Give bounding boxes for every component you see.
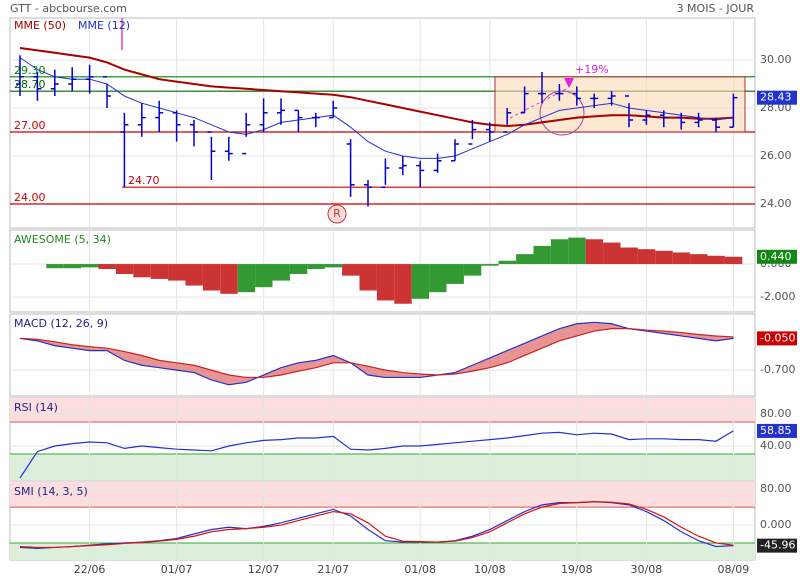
- y-tick-label: -2.000: [760, 290, 795, 303]
- bar: [481, 264, 499, 266]
- bar: [376, 264, 395, 301]
- annotation: R: [333, 207, 341, 220]
- bar: [603, 242, 621, 265]
- bar: [359, 264, 377, 291]
- bar: [516, 254, 534, 265]
- legend-entry: MME (12): [78, 19, 130, 32]
- bar: [655, 250, 673, 265]
- y-tick-label: 30.00: [760, 53, 792, 66]
- page-title: GTT - abcbourse.com: [10, 2, 127, 15]
- bar: [707, 255, 725, 265]
- pattern-circle: [539, 90, 585, 136]
- last-value-label: -45.96: [760, 539, 795, 552]
- bar: [307, 264, 325, 270]
- bar: [498, 260, 517, 265]
- ma-line: [19, 57, 734, 159]
- macd-fill: [20, 322, 734, 385]
- bar: [150, 264, 169, 279]
- level-label: 29.30: [14, 64, 46, 77]
- last-value-label: 28.43: [760, 91, 792, 104]
- signal-circle: [327, 204, 347, 224]
- last-value-label: -0.050: [760, 331, 795, 344]
- bar: [446, 264, 464, 284]
- x-tick-label: 01/07: [161, 563, 193, 576]
- bar: [63, 264, 82, 269]
- bar: [289, 264, 308, 274]
- target-arrow: [564, 78, 574, 88]
- bar: [690, 254, 708, 265]
- bar: [394, 264, 412, 304]
- bar: [46, 264, 64, 269]
- y-tick-label: 26.00: [760, 149, 792, 162]
- last-value-box: [757, 249, 797, 264]
- x-tick-label: 10/08: [474, 563, 506, 576]
- overbought-zone: [10, 398, 755, 422]
- y-tick-label: 0.000: [760, 518, 792, 531]
- bar: [585, 239, 604, 265]
- indicator-line: [19, 328, 734, 379]
- bar: [168, 264, 186, 281]
- x-tick-label: 12/07: [248, 563, 280, 576]
- bar: [202, 264, 221, 291]
- last-value-label: 58.85: [760, 424, 792, 437]
- bar: [81, 264, 99, 268]
- bar: [550, 239, 569, 265]
- oversold-zone: [10, 542, 755, 560]
- bar: [342, 264, 360, 276]
- y-tick-label: 80.00: [760, 482, 792, 495]
- panel-title: SMI (14, 3, 5): [14, 485, 88, 498]
- bar: [568, 237, 586, 265]
- bar: [324, 264, 343, 268]
- panel-title: RSI (14): [14, 401, 58, 414]
- bar: [98, 264, 116, 270]
- bar: [463, 264, 482, 276]
- bar: [672, 252, 691, 265]
- bar: [620, 247, 638, 265]
- level-label: 24.70: [128, 174, 160, 187]
- overbought-zone: [10, 482, 755, 508]
- x-tick-label: 01/08: [404, 563, 436, 576]
- period: 3 MOIS - JOUR: [677, 2, 755, 15]
- bar: [115, 264, 134, 274]
- indicator-line: [19, 501, 734, 549]
- annotation: +19%: [575, 63, 609, 76]
- bar: [220, 264, 238, 294]
- bar: [429, 264, 447, 293]
- y-tick-label: -0.700: [760, 363, 795, 376]
- level-label: 24.00: [14, 191, 46, 204]
- bar: [272, 264, 290, 281]
- indicator-line: [19, 321, 734, 386]
- bar: [255, 264, 273, 288]
- x-tick-label: 19/08: [561, 563, 593, 576]
- ma-line: [19, 47, 734, 128]
- panel-title: MACD (12, 26, 9): [14, 317, 108, 330]
- x-tick-label: 22/06: [74, 563, 106, 576]
- x-tick-label: 08/09: [718, 563, 750, 576]
- legend-entry: MME (50): [14, 19, 66, 32]
- bar: [133, 264, 151, 278]
- last-value-box: [757, 90, 797, 105]
- bar: [411, 264, 430, 299]
- x-tick-label: 21/07: [317, 563, 349, 576]
- last-value-box: [757, 423, 797, 438]
- bar: [724, 256, 743, 265]
- bar: [185, 264, 203, 286]
- last-value-label: 0.440: [760, 250, 792, 263]
- level-label: 27.00: [14, 119, 46, 132]
- y-tick-label: 40.00: [760, 439, 792, 452]
- indicator-line: [19, 430, 734, 479]
- bar: [637, 249, 656, 265]
- y-tick-label: 80.00: [760, 407, 792, 420]
- x-tick-label: 30/08: [631, 563, 663, 576]
- oversold-zone: [10, 454, 755, 480]
- y-tick-label: 24.00: [760, 197, 792, 210]
- last-value-box: [757, 538, 797, 553]
- last-value-box: [757, 331, 797, 346]
- bar: [237, 264, 256, 293]
- panel-title: AWESOME (5, 34): [14, 233, 111, 246]
- bar: [533, 245, 551, 265]
